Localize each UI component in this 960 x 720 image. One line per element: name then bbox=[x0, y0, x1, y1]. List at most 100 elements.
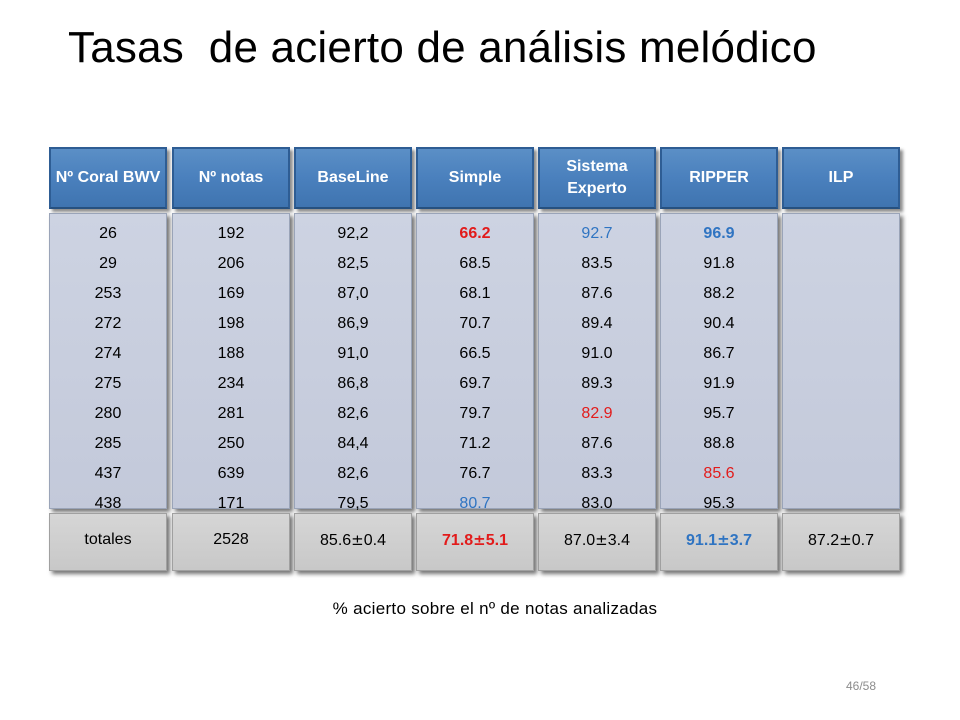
table-cell: 280 bbox=[94, 405, 122, 422]
header-baseline: BaseLine bbox=[294, 147, 412, 209]
table-cell: 86,9 bbox=[337, 315, 369, 332]
total-error: 0.4 bbox=[363, 532, 386, 549]
table-cell: 285 bbox=[94, 435, 122, 452]
header-sistema-experto: Sistema Experto bbox=[538, 147, 656, 209]
table-cell: 68.1 bbox=[459, 285, 491, 302]
total-value: 2528 bbox=[213, 531, 249, 548]
table-cell: 88.8 bbox=[703, 435, 735, 452]
header-ilp: ILP bbox=[782, 147, 900, 209]
table-cell: 76.7 bbox=[459, 465, 491, 482]
table-cell: 192 bbox=[217, 225, 245, 242]
total-cell: 85.6±0.4 bbox=[294, 513, 412, 571]
total-value: 87.0 bbox=[564, 532, 596, 549]
table-cell: 91,0 bbox=[337, 345, 369, 362]
table-cell: 91.9 bbox=[703, 375, 735, 392]
header-coral-bwv: Nº Coral BWV bbox=[49, 147, 167, 209]
table-cell: 66.5 bbox=[459, 345, 491, 362]
total-cell: 2528 bbox=[172, 513, 290, 571]
table-cell: 171 bbox=[217, 495, 245, 512]
table-cell: 86.7 bbox=[703, 345, 735, 362]
header-label: Nº notas bbox=[198, 169, 264, 186]
table-cell: 90.4 bbox=[703, 315, 735, 332]
table-cell: 87.6 bbox=[581, 435, 613, 452]
plus-minus-sign: ± bbox=[473, 531, 486, 549]
total-cell: totales bbox=[49, 513, 167, 571]
total-error: 0.7 bbox=[851, 532, 874, 549]
plus-minus-sign: ± bbox=[839, 531, 852, 549]
column-values: 192 206 169 198 188 234 281 250 639 171 bbox=[172, 213, 290, 512]
total-value: 91.1 bbox=[686, 532, 718, 549]
table-cell: 82,6 bbox=[337, 405, 369, 422]
table-cell: 250 bbox=[217, 435, 245, 452]
table-cell: 188 bbox=[217, 345, 245, 362]
table-cell: 83.3 bbox=[581, 465, 613, 482]
table-cell: 253 bbox=[94, 285, 122, 302]
table-cell: 87.6 bbox=[581, 285, 613, 302]
header-ripper: RIPPER bbox=[660, 147, 778, 209]
table-cell: 70.7 bbox=[459, 315, 491, 332]
table-cell: 274 bbox=[94, 345, 122, 362]
total-value: 87.2 bbox=[808, 532, 840, 549]
table-cell: 639 bbox=[217, 465, 245, 482]
column-values bbox=[782, 213, 900, 509]
table-cell: 80.7 bbox=[459, 495, 491, 512]
table-cell: 82.9 bbox=[581, 405, 613, 422]
total-value: 85.6 bbox=[320, 532, 352, 549]
table-cell: 234 bbox=[217, 375, 245, 392]
plus-minus-sign: ± bbox=[351, 531, 364, 549]
column-num-notas: Nº notas 192 206 169 198 188 234 281 250… bbox=[172, 147, 290, 571]
table-cell: 82,5 bbox=[337, 255, 369, 272]
slide-title: Tasas de acierto de análisis melódico bbox=[68, 23, 817, 72]
total-error: 3.7 bbox=[729, 532, 752, 549]
header-label: BaseLine bbox=[317, 169, 389, 186]
total-error: 3.4 bbox=[607, 532, 630, 549]
table-cell: 83.0 bbox=[581, 495, 613, 512]
total-cell: 71.8±5.1 bbox=[416, 513, 534, 571]
table-cell: 198 bbox=[217, 315, 245, 332]
table-cell: 96.9 bbox=[703, 225, 735, 242]
plus-minus-sign: ± bbox=[595, 531, 608, 549]
table-cell: 26 bbox=[99, 225, 117, 242]
table-cell: 69.7 bbox=[459, 375, 491, 392]
header-num-notas: Nº notas bbox=[172, 147, 290, 209]
header-label: ILP bbox=[828, 169, 854, 186]
column-ripper: RIPPER 96.9 91.8 88.2 90.4 86.7 91.9 95.… bbox=[660, 147, 778, 571]
total-label: totales bbox=[84, 531, 132, 548]
header-label: RIPPER bbox=[689, 169, 749, 186]
table-cell: 206 bbox=[217, 255, 245, 272]
table-cell: 95.7 bbox=[703, 405, 735, 422]
table-cell: 437 bbox=[94, 465, 122, 482]
table-cell: 87,0 bbox=[337, 285, 369, 302]
column-values: 66.2 68.5 68.1 70.7 66.5 69.7 79.7 71.2 … bbox=[416, 213, 534, 512]
column-values: 92.7 83.5 87.6 89.4 91.0 89.3 82.9 87.6 … bbox=[538, 213, 656, 512]
table-cell: 83.5 bbox=[581, 255, 613, 272]
column-values: 26 29 253 272 274 275 280 285 437 438 bbox=[49, 213, 167, 512]
total-cell: 87.0±3.4 bbox=[538, 513, 656, 571]
column-simple: Simple 66.2 68.5 68.1 70.7 66.5 69.7 79.… bbox=[416, 147, 534, 571]
table-cell: 91.8 bbox=[703, 255, 735, 272]
column-coral-bwv: Nº Coral BWV 26 29 253 272 274 275 280 2… bbox=[49, 147, 167, 571]
column-baseline: BaseLine 92,2 82,5 87,0 86,9 91,0 86,8 8… bbox=[294, 147, 412, 571]
table-cell: 272 bbox=[94, 315, 122, 332]
total-cell: 87.2±0.7 bbox=[782, 513, 900, 571]
table-cell: 91.0 bbox=[581, 345, 613, 362]
table-cell: 275 bbox=[94, 375, 122, 392]
table-cell: 71.2 bbox=[459, 435, 491, 452]
table-cell: 82,6 bbox=[337, 465, 369, 482]
table-cell: 66.2 bbox=[459, 225, 491, 242]
table-cell: 438 bbox=[94, 495, 122, 512]
table-cell: 88.2 bbox=[703, 285, 735, 302]
total-cell: 91.1±3.7 bbox=[660, 513, 778, 571]
table-cell: 92,2 bbox=[337, 225, 369, 242]
table-cell: 169 bbox=[217, 285, 245, 302]
table-cell: 68.5 bbox=[459, 255, 491, 272]
column-values: 96.9 91.8 88.2 90.4 86.7 91.9 95.7 88.8 … bbox=[660, 213, 778, 512]
page-number: 46/58 bbox=[846, 679, 877, 693]
table-cell: 85.6 bbox=[703, 465, 735, 482]
total-value: 71.8 bbox=[442, 532, 474, 549]
table-cell: 79.7 bbox=[459, 405, 491, 422]
total-error: 5.1 bbox=[485, 532, 508, 549]
column-values: 92,2 82,5 87,0 86,9 91,0 86,8 82,6 84,4 … bbox=[294, 213, 412, 512]
header-label: Nº Coral BWV bbox=[55, 169, 161, 186]
header-label: Sistema Experto bbox=[566, 158, 628, 197]
